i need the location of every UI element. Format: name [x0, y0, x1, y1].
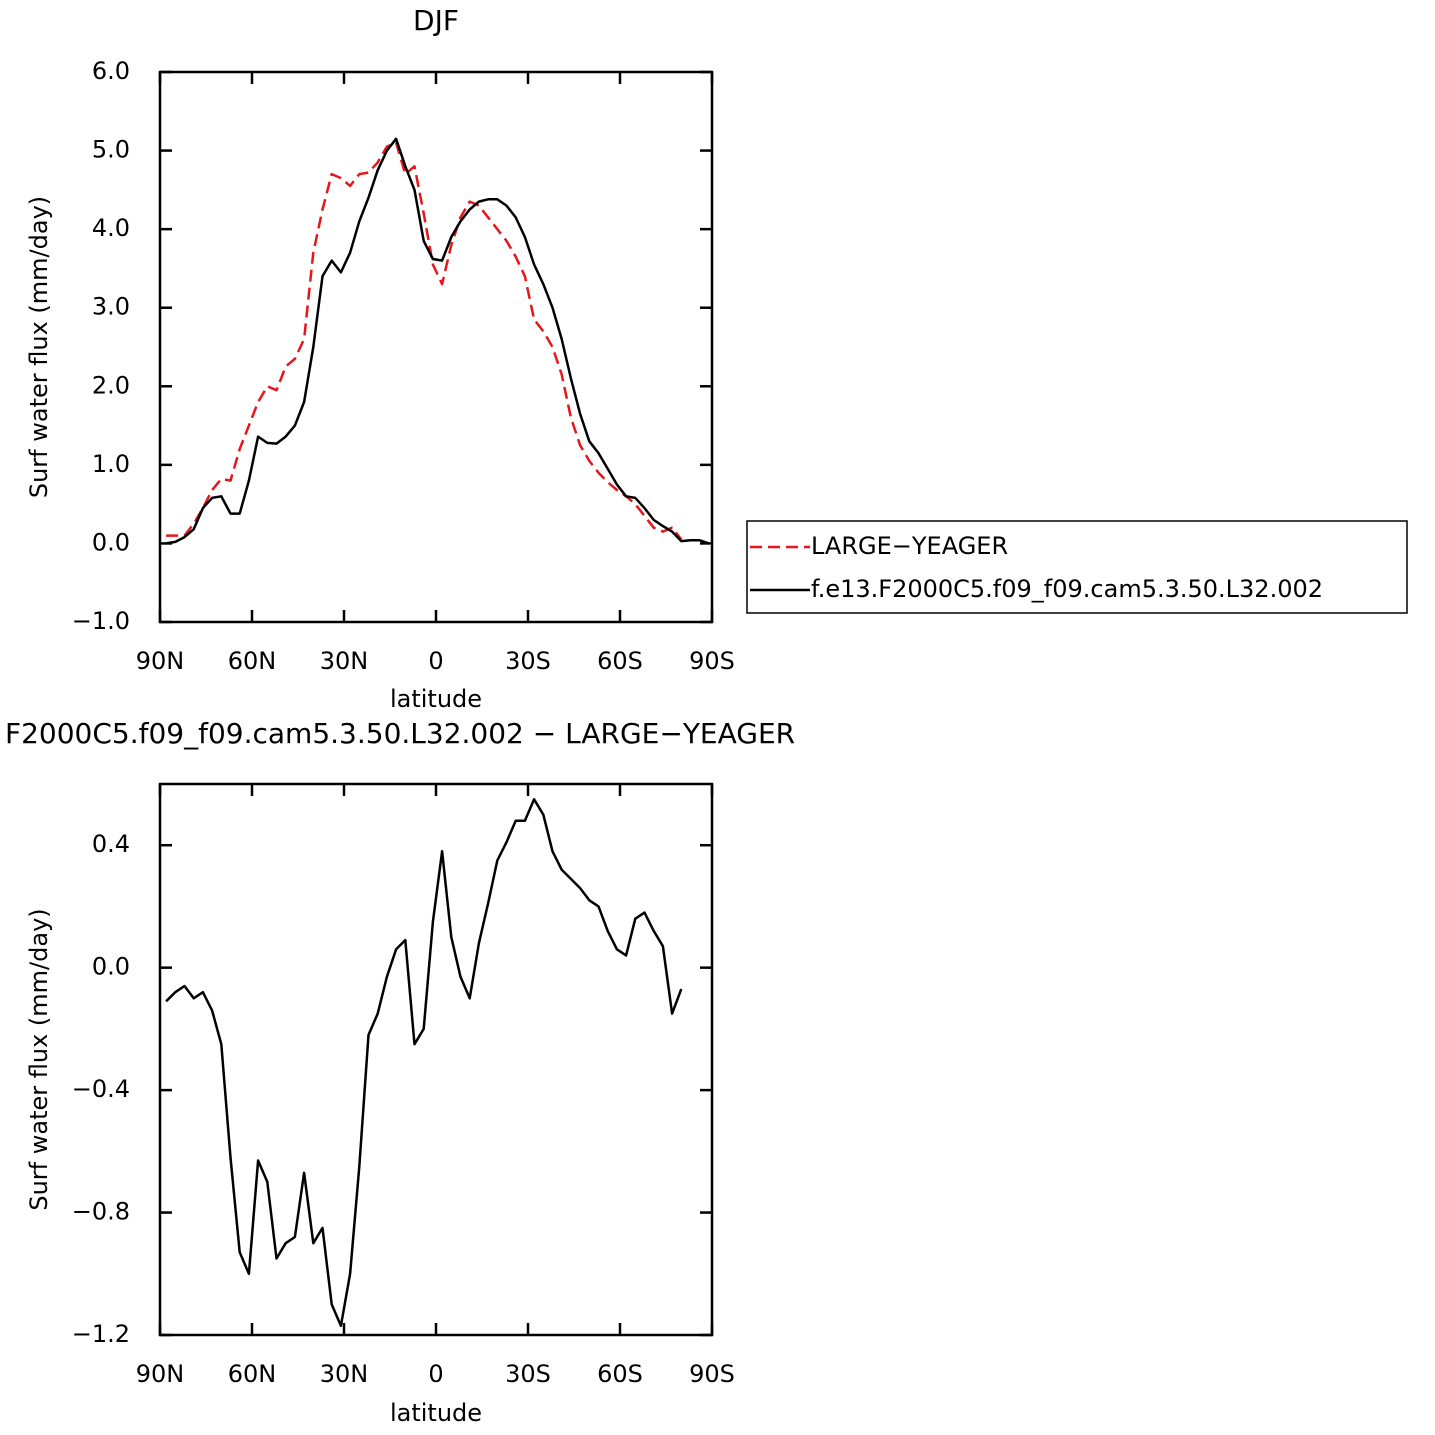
- x-tick-label: 30S: [505, 1360, 551, 1388]
- data-line: [166, 141, 683, 541]
- y-tick-label: 0.0: [92, 953, 130, 981]
- plot-frame: [158, 782, 714, 1337]
- y-tick-label: 0.4: [92, 830, 130, 858]
- y-tick-label: 1.0: [92, 450, 130, 478]
- y-tick-label: 4.0: [92, 214, 130, 242]
- legend-label: LARGE−YEAGER: [811, 532, 1008, 560]
- x-tick-label: 90N: [136, 1360, 185, 1388]
- x-axis-label: latitude: [390, 685, 482, 713]
- chart-title: F2000C5.f09_f09.cam5.3.50.L32.002 − LARG…: [5, 717, 795, 750]
- x-axis-label: latitude: [390, 1399, 482, 1427]
- x-tick-label: 60S: [597, 1360, 643, 1388]
- y-tick-label: −1.2: [72, 1320, 130, 1348]
- x-tick-label: 0: [428, 1360, 443, 1388]
- x-tick-label: 90S: [689, 1360, 735, 1388]
- x-tick-label: 90N: [136, 647, 185, 675]
- x-tick-label: 90S: [689, 647, 735, 675]
- plot-frame: [158, 70, 714, 624]
- y-tick-label: 2.0: [92, 371, 130, 399]
- legend-label: f.e13.F2000C5.f09_f09.cam5.3.50.L32.002: [811, 575, 1323, 603]
- y-tick-label: 5.0: [92, 136, 130, 164]
- x-tick-label: 60S: [597, 647, 643, 675]
- y-tick-label: −0.4: [72, 1075, 130, 1103]
- chart-title: DJF: [413, 4, 459, 37]
- x-tick-label: 60N: [228, 1360, 277, 1388]
- data-line: [165, 798, 683, 1328]
- y-tick-label: 3.0: [92, 293, 130, 321]
- x-tick-label: 30N: [320, 647, 369, 675]
- x-tick-label: 0: [428, 647, 443, 675]
- y-tick-label: 6.0: [92, 57, 130, 85]
- data-line: [165, 137, 710, 545]
- x-tick-label: 60N: [228, 647, 277, 675]
- x-tick-label: 30S: [505, 647, 551, 675]
- y-axis-label: Surf water flux (mm/day): [25, 908, 53, 1210]
- legend-box: [746, 520, 1408, 614]
- y-tick-label: −0.8: [72, 1198, 130, 1226]
- y-tick-label: 0.0: [92, 528, 130, 556]
- y-axis-label: Surf water flux (mm/day): [25, 196, 53, 498]
- x-tick-label: 30N: [320, 1360, 369, 1388]
- y-tick-label: −1.0: [72, 607, 130, 635]
